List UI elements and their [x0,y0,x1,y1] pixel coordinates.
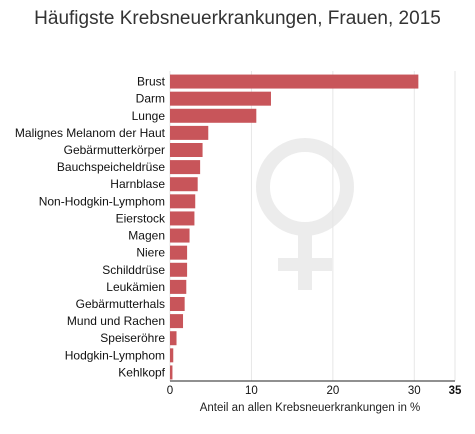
bar [170,262,188,277]
category-label: Brust [137,75,166,89]
x-tick-label: 30 [408,385,421,397]
bar [170,245,188,260]
bar [170,177,198,192]
category-label: Gebärmutterhals [76,297,165,311]
bar [170,125,209,140]
x-tick-label: 20 [326,385,339,397]
bar [170,279,187,294]
bar [170,228,190,243]
category-label: Hodgkin-Lymphom [65,348,165,362]
x-axis-label: Anteil an allen Krebsneuerkrankungen in … [199,402,421,414]
bar [170,91,271,106]
category-label: Malignes Melanom der Haut [15,126,166,140]
bar [170,365,173,380]
category-label: Darm [136,92,165,106]
category-label: Kehlkopf [118,365,165,379]
bar [170,160,201,175]
category-label: Leukämien [106,280,165,294]
category-label: Niere [136,246,165,260]
bar [170,348,174,363]
bar [170,194,196,209]
category-label: Schilddrüse [102,263,165,277]
category-label: Harnblase [110,177,165,191]
category-label: Lunge [132,109,166,123]
category-label: Mund und Rachen [67,314,165,328]
x-tick-label: 35 [449,385,462,397]
bar [170,74,419,89]
category-label: Speiseröhre [100,331,165,345]
bar [170,297,185,311]
venus-symbol-icon [256,138,354,290]
bar [170,108,257,123]
x-tick-label: 0 [167,385,173,397]
chart-title: Häufigste Krebsneuerkrankungen, Frauen, … [34,8,441,29]
category-label: Bauchspeicheldrüse [57,160,165,174]
category-label: Magen [128,229,165,243]
bar [170,331,177,346]
category-label: Gebärmutterkörper [64,143,165,157]
bar [170,211,195,226]
x-tick-label: 10 [245,385,258,397]
category-label: Eierstock [116,211,166,225]
bar [170,314,184,329]
bar [170,143,203,157]
category-label: Non-Hodgkin-Lymphom [39,194,165,208]
